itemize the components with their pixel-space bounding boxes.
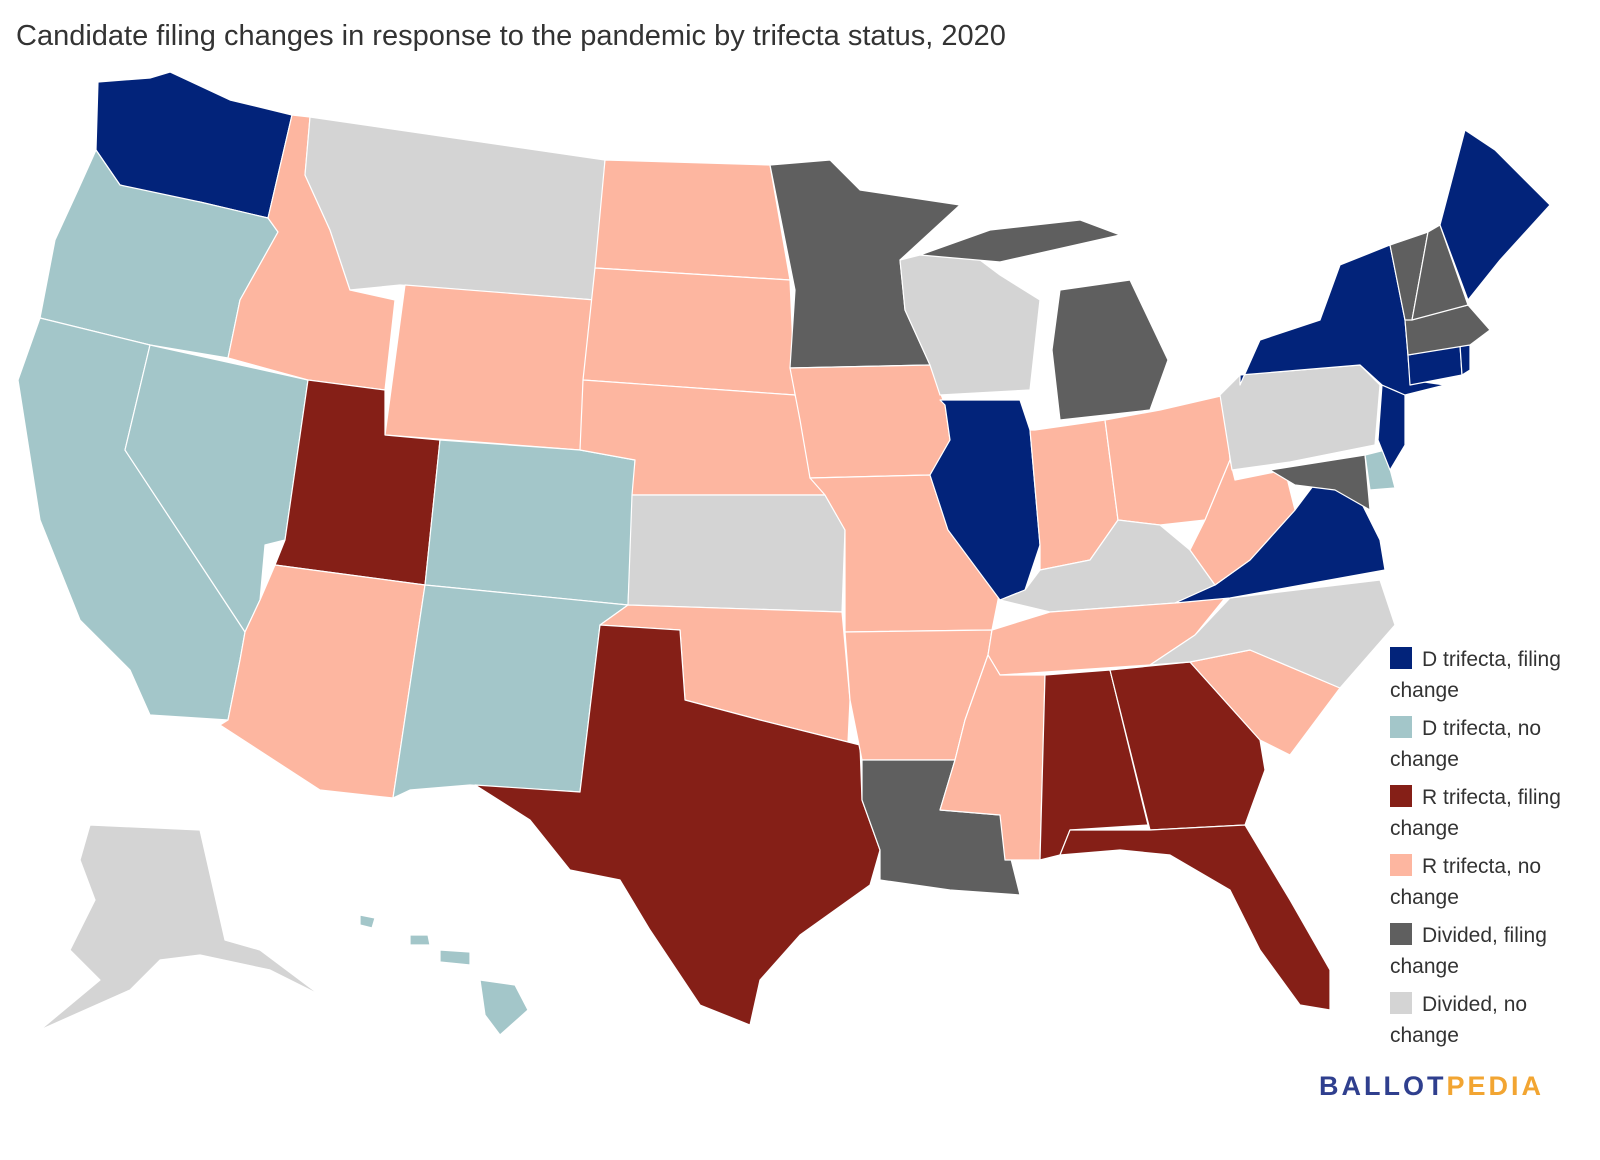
map-title: Candidate filing changes in response to … <box>16 20 1006 52</box>
state-texas <box>474 624 881 1026</box>
legend-swatch <box>1390 992 1412 1014</box>
state-florida <box>1059 824 1331 1011</box>
legend-swatch <box>1390 785 1412 807</box>
state-hawaii <box>359 914 529 1036</box>
state-colorado <box>424 439 636 606</box>
state-kansas <box>627 494 846 613</box>
logo-part-ballot: BALLOT <box>1318 1071 1447 1101</box>
legend-item-r-trifecta-filing-change: R trifecta, filing change <box>1390 782 1600 844</box>
ballotpedia-logo: BALLOTPEDIA <box>1319 1071 1544 1102</box>
logo-part-pedia: PEDIA <box>1446 1071 1544 1101</box>
state-michigan <box>919 219 1169 421</box>
legend-swatch <box>1390 854 1412 876</box>
legend-label: Divided, no change <box>1390 993 1528 1047</box>
state-alaska <box>39 824 321 1031</box>
legend-label: R trifecta, filing change <box>1390 786 1561 840</box>
legend-swatch <box>1390 716 1412 738</box>
state-north-carolina <box>1149 579 1396 689</box>
legend-label: R trifecta, no change <box>1390 855 1542 909</box>
state-new-hampshire <box>1411 224 1469 321</box>
legend: D trifecta, filing change D trifecta, no… <box>1390 644 1600 1058</box>
legend-swatch <box>1390 647 1412 669</box>
legend-label: D trifecta, no change <box>1390 717 1542 771</box>
state-maryland <box>1269 454 1371 511</box>
state-montana <box>304 116 606 301</box>
legend-item-d-trifecta-filing-change: D trifecta, filing change <box>1390 644 1600 706</box>
state-mississippi <box>939 654 1046 861</box>
legend-item-divided-no-change: Divided, no change <box>1390 989 1600 1051</box>
legend-item-d-trifecta-no-change: D trifecta, no change <box>1390 713 1600 775</box>
legend-label: Divided, filing change <box>1390 924 1547 978</box>
state-north-dakota <box>594 159 791 281</box>
legend-item-divided-filing-change: Divided, filing change <box>1390 920 1600 982</box>
legend-swatch <box>1390 923 1412 945</box>
state-rhode-island <box>1459 344 1471 376</box>
state-arizona <box>219 564 426 799</box>
state-wyoming <box>384 284 596 451</box>
state-pennsylvania <box>1219 364 1381 471</box>
state-south-dakota <box>582 267 796 396</box>
state-maine <box>1439 129 1551 301</box>
state-iowa <box>789 364 951 479</box>
legend-item-r-trifecta-no-change: R trifecta, no change <box>1390 851 1600 913</box>
legend-label: D trifecta, filing change <box>1390 648 1561 702</box>
